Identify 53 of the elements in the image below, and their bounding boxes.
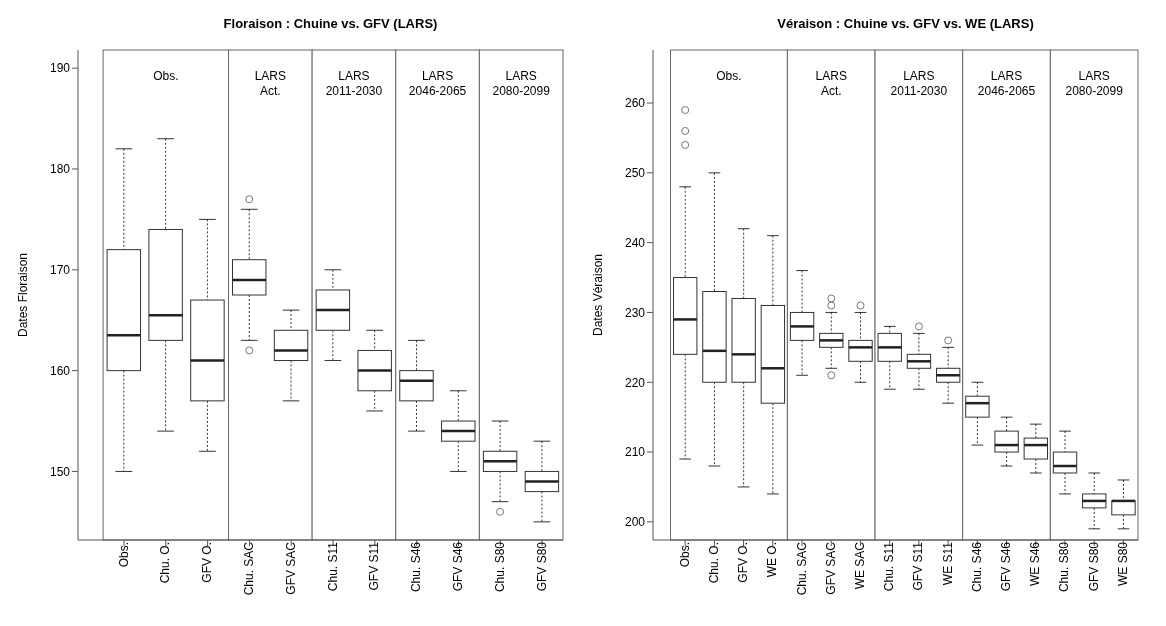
x-tick-label: Chu. S11	[325, 541, 340, 592]
band-label: LARS Act.	[815, 69, 847, 98]
band-label: LARS Act.	[254, 69, 287, 98]
x-tick-label: GFV S80	[534, 541, 549, 592]
band-label: LARS 2080-2099	[1065, 69, 1124, 98]
x-tick-label: GFV S80	[1086, 541, 1101, 592]
x-tick-label: GFV S11	[911, 541, 926, 591]
x-tick-label: Chu. S80	[1057, 541, 1072, 593]
y-tick-label: 260	[624, 96, 646, 111]
x-tick-label: WE S80	[1115, 541, 1130, 587]
band-label: LARS 2080-2099	[492, 69, 551, 98]
x-tick-label: WE O.	[765, 542, 780, 578]
y-tick-label: 240	[624, 235, 646, 250]
band-label: LARS 2011-2030	[325, 69, 383, 98]
x-tick-label: WE SAC	[852, 541, 867, 590]
x-tick-label: GFV O.	[736, 542, 751, 583]
x-tick-label: GFV S11	[367, 541, 382, 591]
y-axis-title: Dates Floraison	[16, 252, 31, 338]
x-tick-label: GFV SAC	[823, 541, 838, 595]
x-tick-label: GFV SAC	[283, 541, 298, 595]
x-tick-label: Chu. SAC	[241, 541, 256, 596]
x-tick-label: Chu. O.	[158, 542, 173, 584]
band-label: Obs.	[153, 69, 179, 83]
y-tick-label: 180	[49, 162, 71, 177]
band-label: LARS 2046-2065	[408, 69, 467, 98]
x-tick-label: WE S46	[1028, 541, 1043, 587]
band-label: Obs.	[716, 69, 742, 83]
y-tick-label: 150	[49, 464, 71, 479]
y-tick-label: 200	[624, 515, 646, 530]
y-tick-label: 250	[624, 166, 646, 181]
x-tick-label: Chu. SAC	[794, 541, 809, 596]
x-tick-label: GFV S46	[450, 541, 465, 592]
chart-title: Floraison : Chuine vs. GFV (LARS)	[222, 15, 439, 33]
x-tick-label: Obs.	[677, 542, 692, 568]
x-tick-label: WE S11	[940, 541, 955, 586]
y-tick-label: 190	[49, 61, 71, 76]
y-tick-label: 210	[624, 445, 646, 460]
x-tick-label: Obs.	[116, 542, 131, 568]
x-tick-label: Chu. S46	[969, 541, 984, 593]
x-tick-label: GFV S46	[999, 541, 1014, 592]
x-tick-label: Chu. O.	[706, 542, 721, 584]
chart-title: Véraison : Chuine vs. GFV vs. WE (LARS)	[776, 15, 1035, 33]
y-tick-label: 160	[49, 363, 71, 378]
x-tick-label: Chu. S46	[409, 541, 424, 593]
x-tick-label: Chu. S11	[882, 541, 897, 592]
y-axis-title: Dates Véraison	[591, 253, 606, 337]
x-tick-label: Chu. S80	[492, 541, 507, 593]
y-tick-label: 230	[624, 305, 646, 320]
x-tick-label: GFV O.	[200, 542, 215, 583]
y-tick-label: 170	[49, 263, 71, 278]
y-tick-label: 220	[624, 375, 646, 390]
band-label: LARS 2011-2030	[890, 69, 948, 98]
band-label: LARS 2046-2065	[977, 69, 1036, 98]
